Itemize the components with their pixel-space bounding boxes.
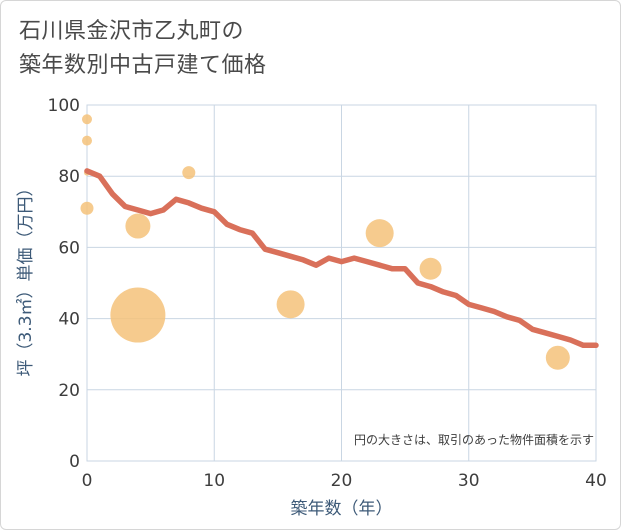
scatter-point <box>80 201 94 215</box>
y-tick-label: 0 <box>69 452 80 472</box>
x-axis-ticks: 0 10 20 30 40 <box>82 471 607 491</box>
plot-area-border <box>86 104 597 462</box>
scatter-point <box>125 213 151 239</box>
bubble-series <box>80 114 570 370</box>
scatter-point <box>545 345 570 370</box>
y-axis-ticks: 0 20 40 60 80 100 <box>48 96 80 472</box>
scatter-point <box>110 287 166 343</box>
y-tick-label: 100 <box>48 96 80 116</box>
grid <box>86 104 597 462</box>
x-tick-label: 40 <box>585 471 607 491</box>
x-axis-label: 築年数（年） <box>291 499 393 519</box>
scatter-point <box>182 166 196 180</box>
chart-title-line-2: 築年数別中古戸建て価格 <box>19 53 267 78</box>
scatter-point <box>365 219 394 248</box>
chart-title: 石川県金沢市乙丸町の 築年数別中古戸建て価格 <box>19 15 267 83</box>
x-tick-label: 30 <box>458 471 480 491</box>
scatter-point <box>419 257 442 280</box>
chart-title-line-1: 石川県金沢市乙丸町の <box>19 19 245 44</box>
y-tick-label: 20 <box>58 381 80 401</box>
y-tick-label: 80 <box>58 167 80 187</box>
y-tick-label: 40 <box>58 310 80 330</box>
bubble-size-note: 円の大きさは、取引のあった物件面積を示す <box>354 432 594 447</box>
x-tick-label: 20 <box>331 471 353 491</box>
scatter-point <box>276 290 305 319</box>
scatter-point <box>82 135 92 146</box>
average-price-trend-line <box>84 168 599 349</box>
y-axis-label: 坪（3.3㎡）単価（万円） <box>16 179 36 376</box>
y-tick-label: 60 <box>58 238 80 258</box>
x-tick-label: 10 <box>203 471 225 491</box>
x-tick-label: 0 <box>82 471 93 491</box>
scatter-point <box>82 114 92 125</box>
